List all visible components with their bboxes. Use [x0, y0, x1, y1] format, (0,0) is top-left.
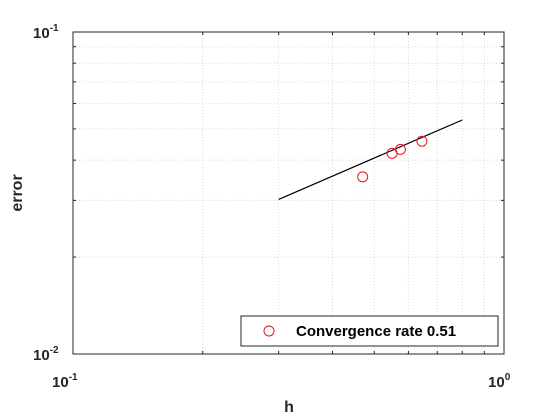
data-point	[416, 135, 428, 147]
plot-area	[73, 32, 504, 354]
x-tick-label-0: 10-1	[52, 372, 78, 391]
x-axis-label: h	[284, 399, 294, 416]
legend-label: Convergence rate 0.51	[296, 323, 456, 340]
legend-box	[240, 315, 499, 347]
x-tick-label-1: 100	[488, 372, 511, 391]
y-tick-label-0: 10-2	[33, 345, 59, 364]
y-axis-label: error	[9, 174, 26, 211]
y-tick-label-1: 10-1	[33, 23, 59, 42]
plot-frame	[72, 31, 505, 355]
legend-marker	[263, 325, 275, 337]
axis-ticks	[73, 32, 504, 354]
data-point	[357, 171, 369, 183]
legend: Convergence rate 0.51	[240, 315, 499, 347]
data-point	[394, 143, 406, 155]
fit-line-group	[278, 119, 463, 200]
data-points	[357, 135, 428, 183]
fit-line	[278, 119, 463, 200]
